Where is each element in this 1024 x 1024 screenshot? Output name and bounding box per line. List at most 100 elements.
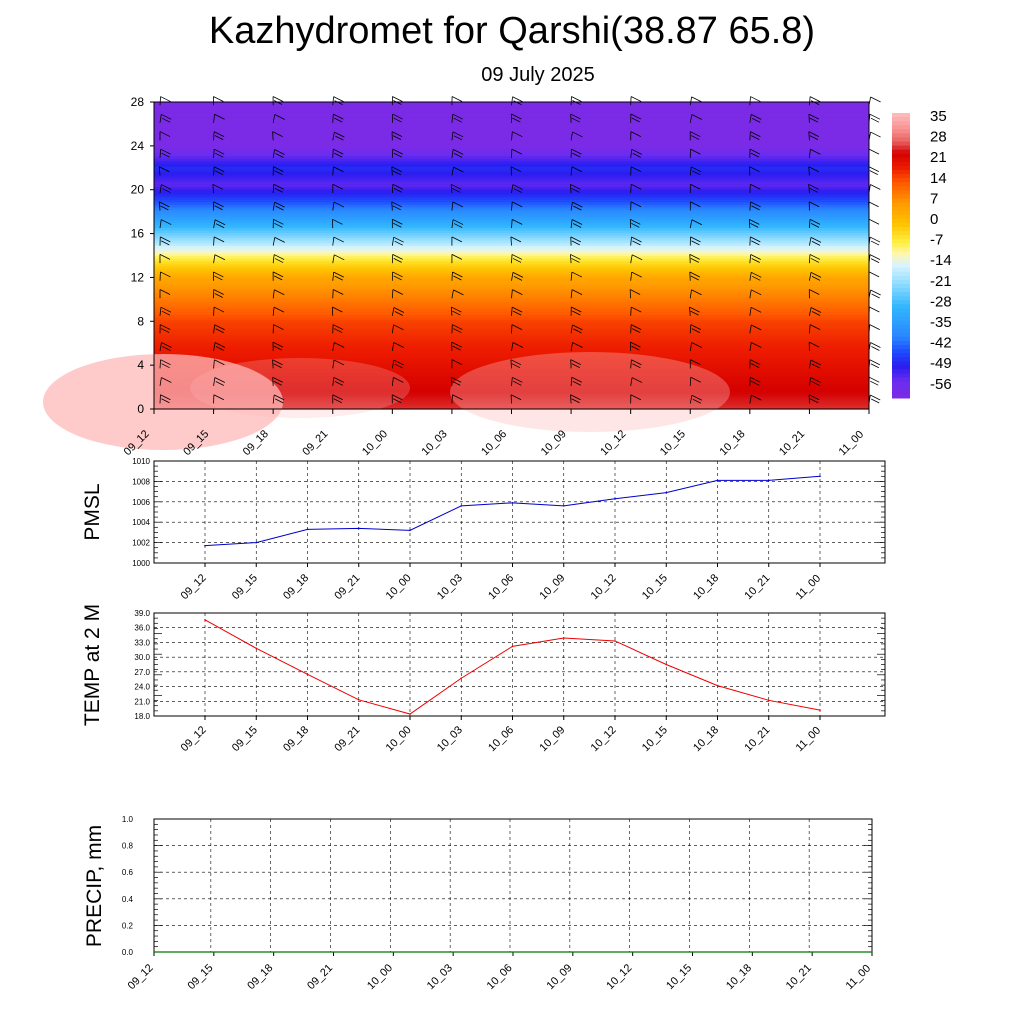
heatmap-band <box>154 319 869 323</box>
heatmap-band <box>154 163 869 167</box>
wind-barb-flag <box>333 328 343 333</box>
wind-barb-flag <box>452 187 461 193</box>
wind-barb-flag <box>333 113 344 120</box>
heatmap-band <box>154 201 869 205</box>
colorbar-segment <box>892 312 910 318</box>
heatmap-band <box>154 127 869 131</box>
heatmap-band <box>154 227 869 231</box>
wind-barb-staff <box>391 289 394 299</box>
heatmap-band <box>154 145 869 149</box>
wind-barb-flag <box>160 96 171 102</box>
colorbar-label: 0 <box>930 211 938 228</box>
heatmap-band <box>154 306 869 310</box>
wind-barb-flag <box>333 289 344 295</box>
wind-barb-flag <box>392 113 403 120</box>
wind-barb-flag <box>869 324 880 331</box>
wind-barb-staff <box>570 272 573 281</box>
wind-barb-flag <box>691 135 700 140</box>
x-tick-label: 10_03 <box>425 962 455 992</box>
wind-barb-staff <box>689 395 693 404</box>
wind-barb-flag <box>572 380 581 386</box>
wind-barb-flag <box>691 328 701 333</box>
wind-barb-flag <box>868 218 880 225</box>
wind-barb-flag <box>274 289 285 296</box>
wind-barb-staff <box>749 324 752 334</box>
x-tick-label: 10_21 <box>784 962 814 992</box>
wind-barb-flag <box>571 306 582 313</box>
wind-barb-flag <box>273 166 284 173</box>
colorbar-segment <box>892 231 910 236</box>
heatmap-band <box>154 368 869 372</box>
wind-barb-flag <box>274 201 285 208</box>
colorbar-segment <box>892 198 910 204</box>
wind-barb-flag <box>214 113 225 120</box>
wind-barb-flag <box>512 342 524 348</box>
wind-barb-flag <box>869 376 880 383</box>
wind-barb-staff <box>391 359 395 369</box>
wind-barb-flag <box>809 218 821 225</box>
wind-barb-flag <box>161 310 171 316</box>
wind-barb-staff <box>749 201 752 211</box>
wind-barb-staff <box>213 149 215 158</box>
wind-barb-flag <box>750 306 762 313</box>
y-tick-label: 12 <box>131 270 145 284</box>
wind-barb-staff <box>748 219 751 229</box>
colorbar-segment <box>892 341 910 346</box>
wind-barb-staff <box>391 184 394 194</box>
wind-barb-flag <box>870 258 880 263</box>
heatmap-band <box>154 345 869 349</box>
colorbar-segment <box>892 275 910 281</box>
colorbar-segment <box>892 271 910 277</box>
y-tick-label: 39.0 <box>134 609 150 618</box>
wind-barb-staff <box>213 114 215 123</box>
wind-barb-flag <box>691 114 703 120</box>
wind-barb-flag <box>332 183 344 190</box>
x-tick-label: 09_12 <box>126 962 156 992</box>
wind-barb-flag <box>334 275 343 281</box>
wind-barb-flag <box>161 377 172 383</box>
wind-barb-flag <box>452 201 463 208</box>
wind-barb-flag <box>393 236 404 243</box>
wind-barb-flag <box>570 113 581 120</box>
wind-barb-staff <box>212 184 214 194</box>
wind-barb-flag <box>214 324 225 331</box>
wind-barb-flag <box>869 113 881 120</box>
wind-barb-flag <box>631 271 642 278</box>
wind-barb-flag <box>159 131 171 137</box>
wind-barb-flag <box>869 359 880 366</box>
wind-barb-staff <box>391 342 395 351</box>
wind-barb-flag <box>572 100 581 105</box>
wind-barb-flag <box>333 236 345 243</box>
colorbar-segment <box>892 190 910 195</box>
data-point <box>562 505 565 507</box>
wind-barb-flag <box>630 183 642 190</box>
wind-barb-flag <box>159 254 171 260</box>
wind-barb-flag <box>391 201 402 208</box>
panel-frame <box>153 460 886 564</box>
wind-barb-flag <box>334 117 343 123</box>
wind-barb-staff <box>808 184 810 194</box>
heatmap-band <box>154 314 869 318</box>
wind-barb-staff <box>689 219 693 229</box>
wind-barb-flag <box>630 394 641 401</box>
wind-barb-staff <box>809 307 812 316</box>
wind-barb-flag <box>630 113 642 120</box>
wind-barb-flag <box>571 219 583 225</box>
heatmap-band <box>154 109 869 113</box>
x-tick-label: 10_03 <box>420 428 450 458</box>
y-tick-label: 36.0 <box>134 624 150 633</box>
wind-barb-flag <box>811 240 821 246</box>
wind-barb-flag <box>392 394 403 401</box>
wind-barb-staff <box>272 114 276 123</box>
heatmap-band <box>154 270 869 275</box>
wind-barb-flag <box>161 184 172 190</box>
wind-barb-flag <box>213 271 224 278</box>
y-tick-label: 20 <box>131 183 145 197</box>
wind-barb-flag <box>451 341 462 348</box>
colorbar-segment <box>892 324 910 330</box>
wind-barb-flag <box>870 131 881 138</box>
heatmap-band <box>154 107 869 111</box>
y-tick-label: 1.0 <box>122 815 134 824</box>
wind-barb-staff <box>630 307 632 316</box>
heatmap-band <box>154 337 869 341</box>
